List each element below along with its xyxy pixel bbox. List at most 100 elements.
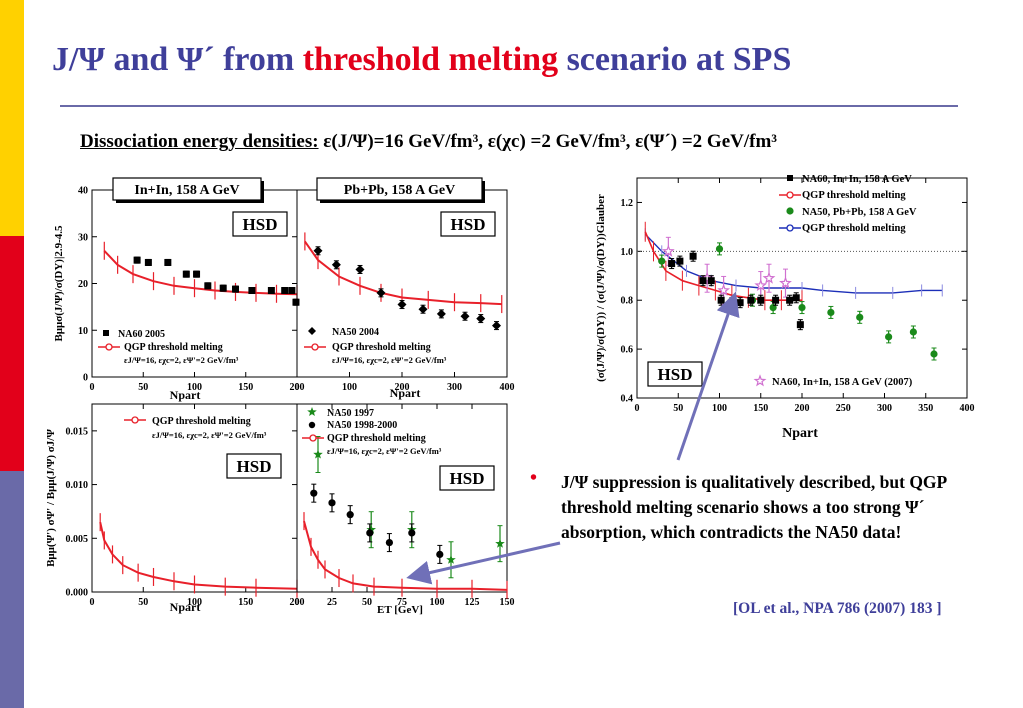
hsd-label-box: [439, 465, 495, 491]
hsd-label: HSD: [451, 215, 486, 234]
data-point: [736, 299, 744, 307]
data-point: [313, 246, 323, 256]
x-tick-label: 100: [187, 597, 202, 608]
legend-label: NA50, Pb+Pb, 158 A GeV: [802, 207, 917, 218]
title-part1: J/Ψ and Ψ´ from: [52, 41, 303, 78]
legend-label: NA60 2005: [118, 329, 165, 340]
legend-label: QGP threshold melting: [802, 223, 906, 234]
slide-title: J/Ψ and Ψ´ from threshold melting scenar…: [52, 40, 791, 79]
y-tick-label: 40: [78, 186, 88, 197]
data-point: [397, 300, 407, 310]
x-axis-label: Npart: [390, 386, 421, 400]
panel-tab-label: Pb+Pb, 158 A GeV: [344, 183, 455, 198]
data-point: [366, 529, 374, 537]
data-point: [292, 298, 300, 306]
data-point: [328, 499, 336, 507]
data-point: [762, 271, 776, 284]
y-tick-label: 0.015: [66, 426, 89, 437]
legend-note: εJ/Ψ=16, εχc=2, εΨ'=2 GeV/fm³: [332, 355, 447, 365]
data-point: [792, 294, 800, 302]
x-tick-label: 150: [238, 597, 253, 608]
legend-line-marker: [311, 343, 319, 351]
data-point: [355, 264, 365, 274]
y-tick-label: 0.8: [621, 296, 634, 307]
y-tick-label: 10: [78, 326, 88, 337]
data-point: [133, 256, 141, 264]
data-point: [248, 287, 256, 295]
subheading-values: ε(J/Ψ)=16 GeV/fm³, ε(χc) =2 GeV/fm³, ε(Ψ…: [318, 131, 777, 152]
y-tick-label: 0.010: [66, 480, 89, 491]
data-point: [699, 277, 707, 285]
model-curve: [99, 521, 298, 590]
panel-tab: [316, 177, 483, 201]
bullet-marker: •: [530, 467, 538, 489]
data-point: [460, 311, 470, 321]
legend-label: QGP threshold melting: [124, 342, 223, 353]
data-point: [331, 260, 341, 270]
data-point: [717, 296, 725, 304]
legend-label: NA50 1997: [327, 408, 374, 419]
legend-label: QGP threshold melting: [152, 416, 251, 427]
data-point: [676, 257, 684, 265]
data-point: [144, 258, 152, 266]
legend-marker-square: [103, 330, 109, 336]
x-tick-label: 50: [673, 403, 683, 414]
data-point: [232, 285, 239, 293]
data-point: [495, 538, 505, 548]
title-divider: [60, 105, 958, 107]
data-point: [798, 303, 806, 312]
stripe-purple: [0, 471, 24, 708]
hsd-label: HSD: [450, 469, 485, 488]
legend-label: QGP threshold melting: [327, 433, 426, 444]
x-tick-label: 125: [465, 597, 480, 608]
x-tick-label: 250: [836, 403, 851, 414]
hsd-label: HSD: [243, 215, 278, 234]
data-point: [476, 314, 486, 324]
data-point: [930, 350, 938, 358]
x-tick-label: 0: [90, 597, 95, 608]
data-point: [786, 296, 794, 304]
data-point: [288, 287, 296, 295]
data-point: [436, 550, 444, 559]
dissociation-energy-subheading: Dissociation energy densities: ε(J/Ψ)=16…: [80, 131, 777, 153]
data-point: [376, 288, 386, 298]
x-tick-label: 150: [500, 597, 515, 608]
x-tick-label: 200: [795, 403, 810, 414]
data-point: [310, 489, 318, 497]
chart-inin-psiprime: 0 50 100 150 200 0.000 0.005 0.010 0.015 HSD QGP t…: [45, 403, 305, 614]
legend-line-marker: [309, 434, 317, 442]
hsd-label: HSD: [658, 365, 693, 384]
y-tick-label: 20: [78, 279, 88, 290]
legend-marker-circle: [308, 421, 316, 429]
panel-tab-label: In+In, 158 A GeV: [134, 183, 239, 198]
data-point: [779, 276, 792, 289]
x-tick-label: 200: [395, 382, 410, 393]
title-part2: scenario at SPS: [558, 41, 792, 78]
title-highlight: threshold melting: [302, 41, 559, 78]
data-point: [408, 529, 416, 537]
x-tick-label: 100: [342, 382, 357, 393]
legend-line-marker: [786, 224, 794, 232]
legend-label: QGP threshold melting: [332, 342, 431, 353]
legend-note: εJ/Ψ=16, εχc=2, εΨ'=2 GeV/fm³: [327, 446, 442, 456]
y-tick-label: 0.6: [621, 345, 634, 356]
legend-label: NA60, In+In, 158 A GeV (2007): [772, 377, 913, 388]
x-tick-label: 150: [238, 382, 253, 393]
hsd-label-box: [232, 211, 288, 237]
x-tick-label: 100: [187, 382, 202, 393]
x-tick-label: 400: [500, 382, 515, 393]
y-tick-label: 0: [83, 373, 88, 384]
x-tick-label: 0: [295, 382, 300, 393]
reference-citation: [OL et al., NPA 786 (2007) 183 ]: [733, 600, 942, 617]
y-axis-label: Bμμσ(J/Ψ)/σ(DY)|2.9-4.5: [53, 225, 65, 342]
data-point: [757, 296, 765, 304]
x-tick-label: 100: [712, 403, 727, 414]
legend-line-marker: [786, 191, 794, 199]
data-point: [715, 245, 724, 253]
legend-marker-circle: [786, 207, 794, 215]
stripe-red: [0, 236, 24, 471]
data-point: [661, 244, 675, 257]
data-point: [747, 296, 755, 304]
